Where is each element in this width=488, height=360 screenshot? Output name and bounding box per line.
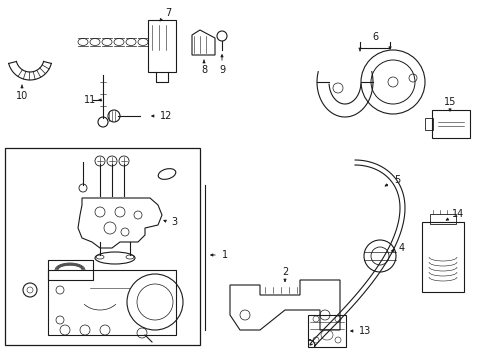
Text: 13: 13 <box>358 326 370 336</box>
Bar <box>148 20 176 72</box>
Bar <box>429 214 455 224</box>
Text: 14: 14 <box>451 209 463 219</box>
Text: 12: 12 <box>160 111 172 121</box>
Text: 2: 2 <box>281 267 287 277</box>
Bar <box>307 315 346 347</box>
Text: 1: 1 <box>222 250 227 260</box>
Text: 4: 4 <box>398 243 404 253</box>
Text: 6: 6 <box>371 32 377 42</box>
Text: 8: 8 <box>201 65 206 75</box>
Bar <box>421 222 463 292</box>
Bar <box>424 118 432 130</box>
Text: 3: 3 <box>171 217 177 227</box>
Bar <box>48 260 93 280</box>
Bar <box>5 148 200 345</box>
Text: 10: 10 <box>16 91 28 101</box>
Text: 11: 11 <box>84 95 96 105</box>
Bar <box>48 270 176 335</box>
Text: 7: 7 <box>164 8 171 18</box>
Bar <box>431 110 469 138</box>
Text: 5: 5 <box>393 175 399 185</box>
Text: 15: 15 <box>443 97 455 107</box>
Text: 9: 9 <box>219 65 224 75</box>
